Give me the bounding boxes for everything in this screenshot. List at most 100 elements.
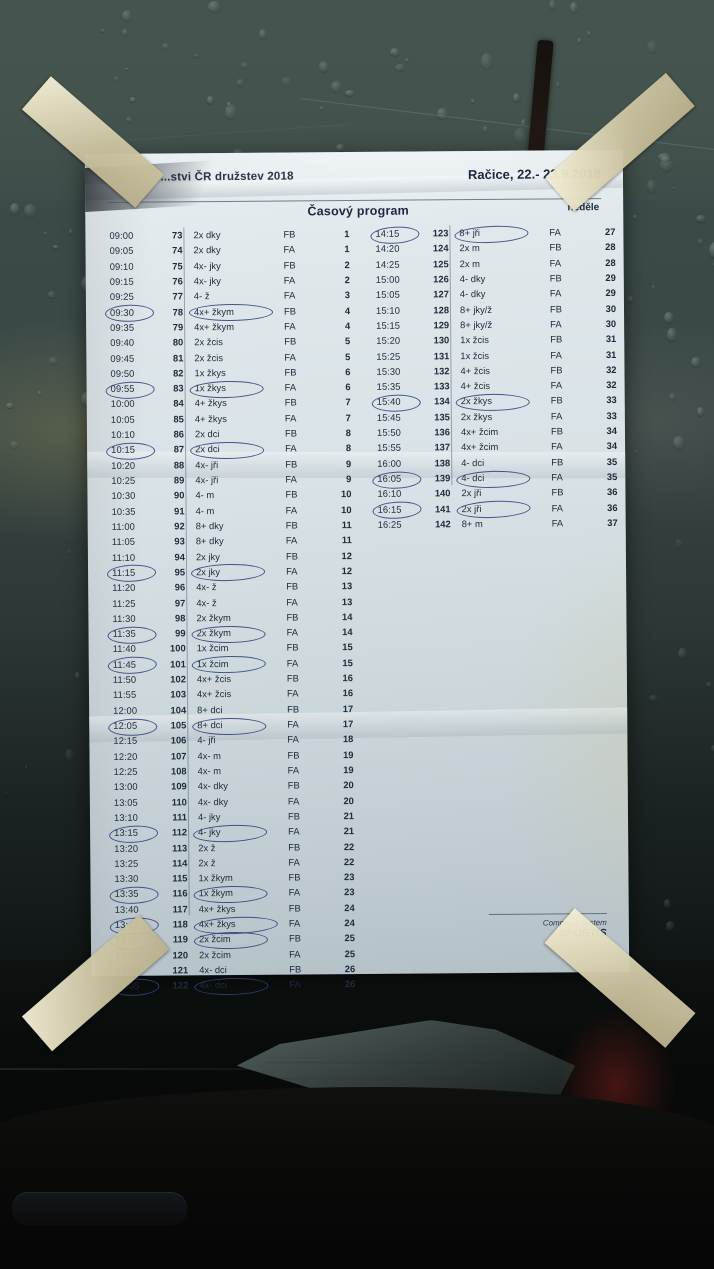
door-handle [12, 1192, 187, 1226]
race-sequence: 33 [606, 409, 617, 421]
race-final-type: FB [285, 550, 298, 562]
race-time: 09:10 [109, 260, 134, 272]
race-sequence: 21 [343, 825, 355, 837]
race-time: 11:40 [112, 643, 136, 655]
race-sequence: 15 [342, 656, 353, 668]
race-final-type: FA [283, 274, 296, 286]
race-event: 2x žcim [199, 948, 231, 960]
race-time: 14:15 [375, 227, 400, 239]
race-final-type: FA [284, 412, 297, 424]
race-final-type: FB [550, 364, 563, 376]
race-time: 12:20 [113, 750, 138, 762]
race-event: 2x m [459, 242, 480, 254]
race-sequence: 27 [604, 225, 616, 238]
race-time: 09:30 [109, 306, 135, 318]
race-time: 16:15 [377, 503, 402, 515]
race-number: 78 [172, 305, 184, 318]
race-event: 4x+ žcim [461, 441, 499, 453]
race-event: 4- dky [459, 272, 486, 285]
race-sequence: 14 [342, 626, 353, 638]
race-event: 8+ dci [197, 703, 223, 715]
race-number: 76 [172, 275, 183, 287]
race-event: 4- dci [461, 471, 485, 484]
race-number: 128 [433, 303, 450, 315]
race-time: 15:00 [375, 273, 400, 285]
race-sequence: 21 [343, 809, 355, 821]
rain-droplet [38, 391, 42, 396]
race-final-type: FA [286, 657, 299, 669]
race-time: 15:10 [375, 304, 401, 316]
race-time: 15:20 [376, 334, 401, 347]
race-sequence: 7 [345, 411, 351, 423]
race-time: 11:15 [112, 566, 136, 578]
race-number: 81 [172, 351, 184, 363]
race-number: 110 [171, 795, 187, 808]
race-number: 80 [172, 336, 184, 348]
race-final-type: FA [287, 733, 299, 745]
race-time: 11:55 [112, 689, 137, 701]
race-time: 09:35 [110, 321, 135, 333]
rain-droplet [678, 647, 688, 660]
race-final-type: FA [284, 320, 296, 332]
rain-droplet [345, 90, 355, 97]
race-final-type: FB [283, 305, 297, 317]
race-number: 95 [174, 566, 186, 578]
race-number: 86 [173, 428, 185, 440]
rain-droplet [649, 695, 658, 702]
race-event: 2x ž [198, 841, 216, 853]
race-final-type: FA [551, 502, 564, 514]
race-event: 2x dci [194, 428, 220, 440]
race-number: 85 [173, 413, 184, 425]
race-number: 92 [174, 520, 185, 532]
rain-droplet [436, 107, 449, 120]
race-event: 1x žkym [198, 872, 233, 884]
race-sequence: 19 [343, 748, 354, 760]
race-number: 87 [173, 443, 185, 455]
race-number: 114 [172, 857, 188, 869]
race-final-type: FB [551, 456, 564, 468]
race-sequence: 5 [344, 335, 351, 347]
race-sequence: 17 [342, 718, 354, 730]
race-sequence: 15 [342, 641, 353, 653]
race-sequence: 20 [343, 794, 354, 806]
race-number: 123 [432, 227, 449, 239]
race-final-type: FA [286, 565, 298, 577]
race-time: 09:05 [109, 245, 134, 257]
race-final-type: FA [287, 718, 299, 730]
race-sequence: 5 [345, 350, 351, 362]
rain-droplet [72, 872, 76, 875]
race-time: 14:20 [375, 242, 400, 255]
page-title: Časový program [307, 203, 410, 219]
rain-droplet [697, 239, 703, 245]
race-time: 09:00 [109, 229, 134, 241]
race-final-type: FA [288, 825, 300, 837]
race-event: 4x- dky [197, 795, 229, 807]
race-event: 2x dci [195, 443, 220, 455]
race-sequence: 33 [606, 394, 617, 406]
race-final-type: FB [289, 963, 302, 975]
race-sequence: 25 [344, 932, 355, 944]
race-sequence: 35 [606, 455, 618, 467]
race-time: 09:25 [109, 290, 134, 303]
race-time: 13:15 [114, 826, 139, 839]
race-final-type: FB [286, 611, 299, 623]
race-event: 2x žcis [194, 351, 224, 363]
race-event: 4x- m [197, 749, 221, 761]
rain-droplet [236, 78, 244, 86]
race-number: 84 [173, 397, 184, 409]
race-sequence: 22 [343, 855, 355, 867]
race-final-type: FB [549, 272, 562, 284]
race-sequence: 29 [605, 287, 616, 299]
race-final-type: FA [284, 350, 296, 363]
rain-droplet [521, 119, 527, 126]
rain-droplet [549, 0, 556, 9]
footer-divider [488, 913, 607, 915]
race-event: 4x+ žcis [196, 688, 232, 700]
race-final-type: FB [550, 394, 563, 406]
race-sequence: 28 [605, 241, 616, 253]
dashboard [0, 1087, 714, 1269]
rain-droplet [480, 52, 493, 70]
race-number: 129 [433, 319, 450, 331]
race-final-type: FA [551, 440, 563, 452]
race-time: 11:10 [111, 551, 136, 563]
